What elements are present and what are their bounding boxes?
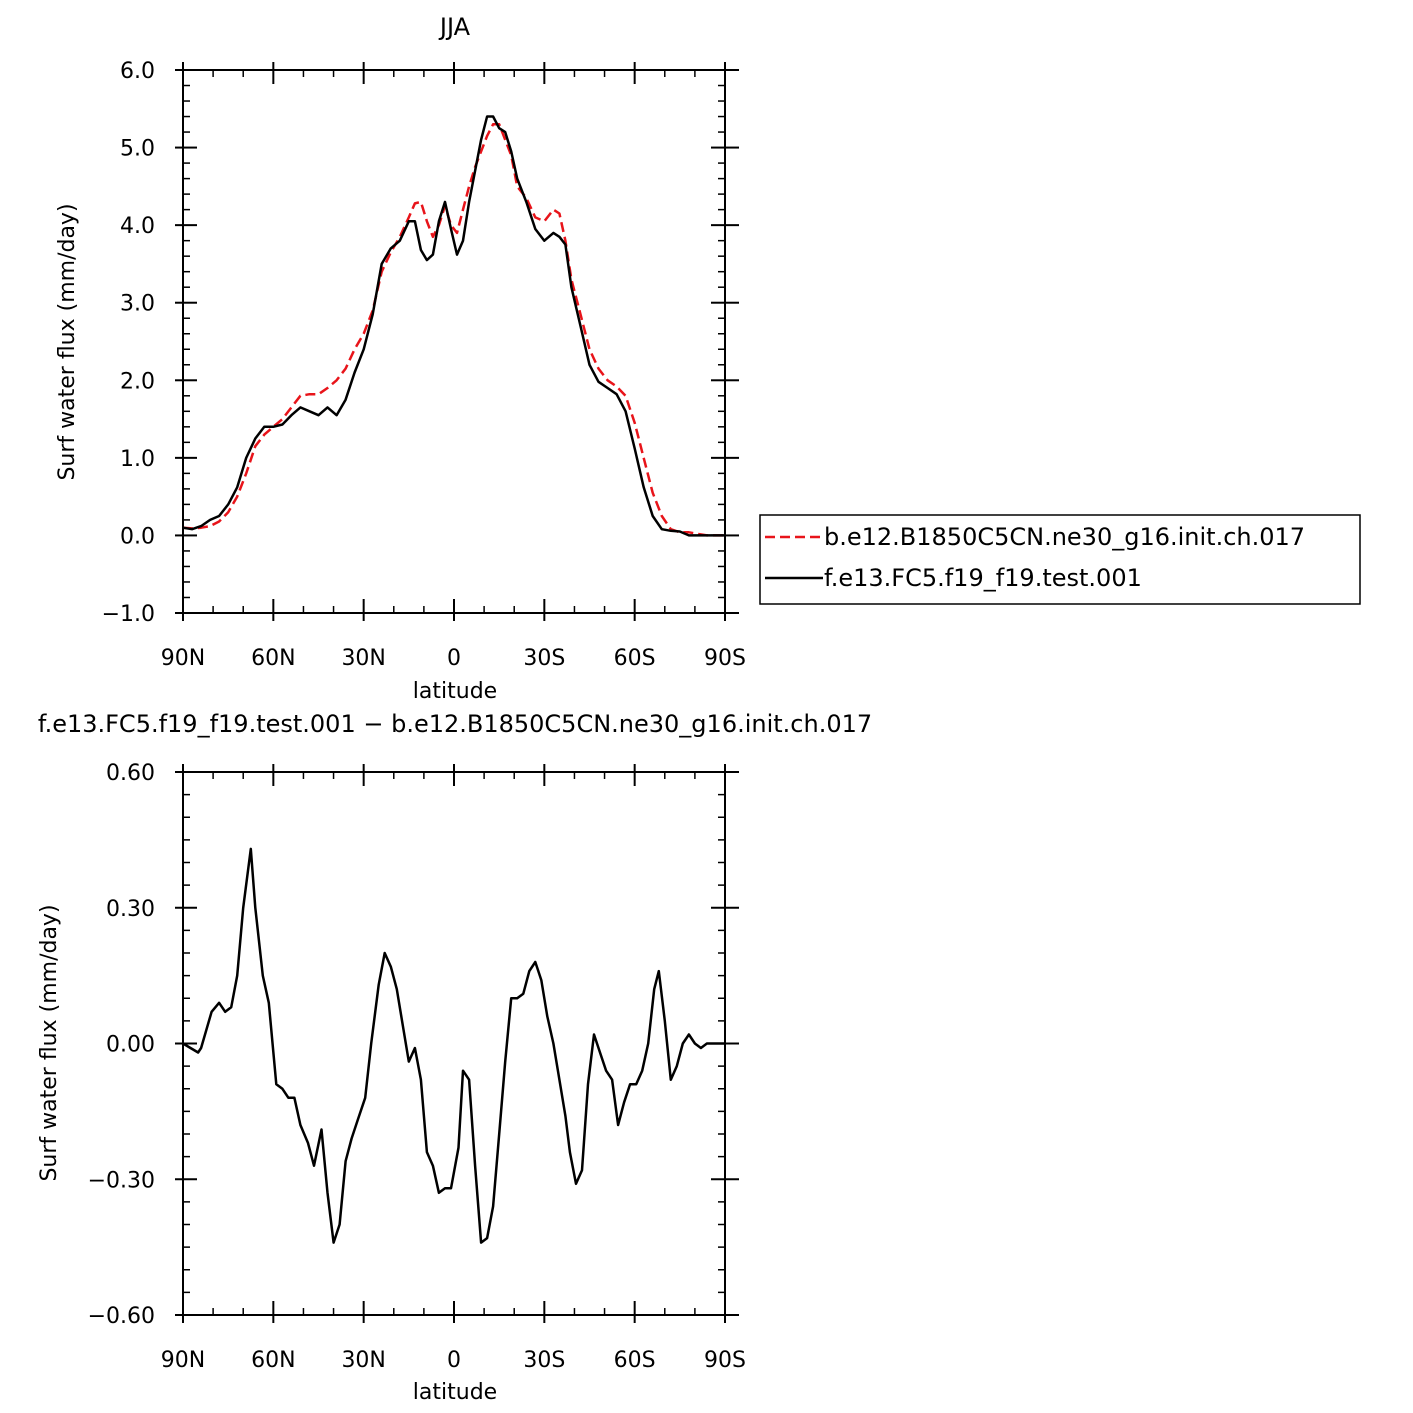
panel-top: JJA Surf water flux (mm/day) latitude 90… — [55, 13, 746, 704]
panel-top-frame — [182, 69, 726, 614]
panel-top-ticks: 90N 60N 30N 0 30S 60S 90S −1.0 0.0 1.0 2.0 3.0 4.0 5.… — [102, 59, 746, 671]
panel-top-title: JJA — [438, 13, 471, 41]
y-tick-label: 4.0 — [120, 214, 155, 239]
y-tick-label: 1.0 — [120, 447, 155, 472]
x-tick-label: 90S — [704, 1348, 746, 1373]
x-tick-label: 30S — [523, 646, 565, 671]
y-tick-label: 3.0 — [120, 292, 155, 317]
y-tick-label: 0.30 — [106, 897, 155, 922]
x-tick-label: 30S — [523, 1348, 565, 1373]
legend-label-0: b.e12.B1850C5CN.ne30_g16.init.ch.017 — [824, 523, 1305, 551]
panel-bottom: f.e13.FC5.f19_f19.test.001 − b.e12.B1850… — [37, 710, 872, 1405]
panel-top-ylabel: Surf water flux (mm/day) — [55, 203, 80, 480]
panel-bottom-xlabel: latitude — [413, 1380, 497, 1405]
x-tick-label: 60S — [614, 646, 656, 671]
y-tick-label: 6.0 — [120, 59, 155, 84]
y-tick-label: 5.0 — [120, 137, 155, 162]
x-tick-label: 60N — [251, 1348, 295, 1373]
y-tick-label: 0.0 — [120, 524, 155, 549]
y-tick-label: 2.0 — [120, 369, 155, 394]
panel-bottom-frame — [182, 771, 726, 1316]
x-tick-label: 30N — [341, 1348, 385, 1373]
panel-top-series — [182, 115, 725, 537]
y-tick-label: 0.00 — [106, 1033, 155, 1058]
panel-bottom-title: f.e13.FC5.f19_f19.test.001 − b.e12.B1850… — [38, 710, 872, 738]
series-line-top-1 — [182, 115, 725, 537]
x-tick-label: 90S — [704, 646, 746, 671]
x-tick-label: 0 — [447, 646, 461, 671]
series-line-bottom-0 — [182, 847, 725, 1244]
y-tick-label: −0.60 — [88, 1304, 155, 1329]
x-tick-label: 0 — [447, 1348, 461, 1373]
x-tick-label: 30N — [341, 646, 385, 671]
y-tick-label: −0.30 — [88, 1168, 155, 1193]
x-tick-label: 90N — [161, 1348, 205, 1373]
panel-bottom-ticks: 90N 60N 30N 0 30S 60S 90S −0.60 −0.30 0.00 0.30 0.6… — [88, 761, 746, 1373]
series-line-top-0 — [182, 123, 725, 537]
x-tick-label: 60S — [614, 1348, 656, 1373]
legend-label-1: f.e13.FC5.f19_f19.test.001 — [824, 564, 1142, 592]
panel-bottom-series — [182, 847, 725, 1244]
x-tick-label: 90N — [161, 646, 205, 671]
panel-top-xlabel: latitude — [413, 679, 497, 704]
x-tick-label: 60N — [251, 646, 295, 671]
legend-box — [759, 514, 1361, 605]
y-tick-label: −1.0 — [102, 602, 155, 627]
y-tick-label: 0.60 — [106, 761, 155, 786]
legend: b.e12.B1850C5CN.ne30_g16.init.ch.017 f.e… — [759, 514, 1361, 605]
panel-bottom-ylabel: Surf water flux (mm/day) — [37, 904, 62, 1181]
